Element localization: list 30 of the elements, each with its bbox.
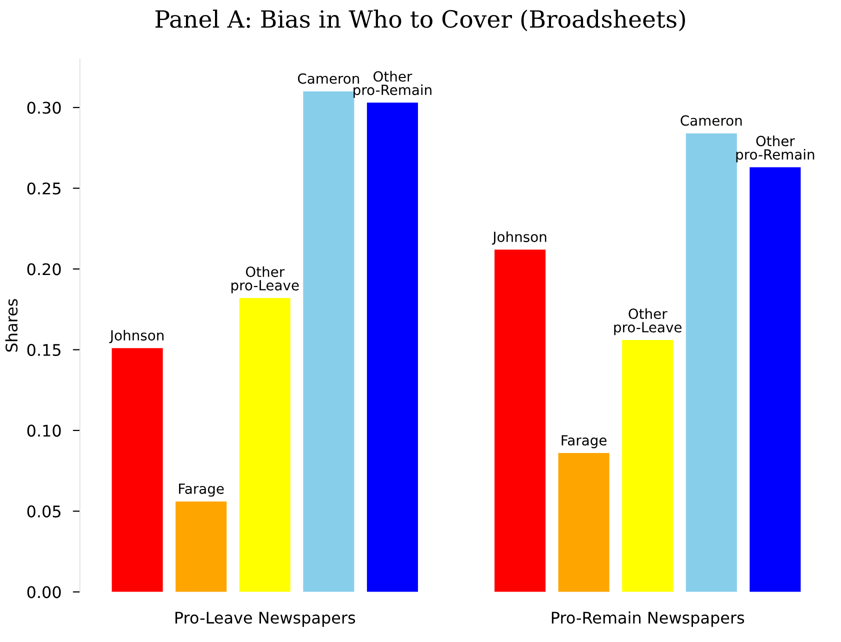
- chart-title: Panel A: Bias in Who to Cover (Broadsheets): [155, 10, 685, 32]
- y-axis-title: Shares: [5, 299, 18, 352]
- bar: [239, 298, 290, 592]
- bar: [366, 102, 418, 592]
- x-tick-label: Pro-Remain Newspapers: [552, 611, 744, 627]
- y-tick-label: 0.10: [27, 424, 61, 437]
- y-tick-label: 0.30: [27, 102, 61, 114]
- text: Farage: [179, 484, 224, 497]
- bar: [622, 340, 674, 592]
- bar: [558, 453, 610, 592]
- text: Other pro-Leave: [231, 266, 299, 294]
- x-tick-label: Pro-Leave Newspapers: [175, 612, 356, 627]
- bar: [303, 91, 354, 592]
- text: Johnson: [109, 330, 164, 344]
- bar: [750, 167, 801, 592]
- bar: [176, 502, 227, 592]
- series-label: Cameron: [680, 115, 742, 126]
- bar: [686, 133, 737, 592]
- series-label: Farage: [562, 435, 606, 448]
- y-tick-label: 0.20: [27, 263, 61, 276]
- series-label: Other pro-Leave: [614, 308, 682, 336]
- series-label: Johnson: [492, 231, 546, 245]
- series-label: Other pro-Remain: [736, 136, 814, 162]
- y-tick-label: 0.05: [27, 505, 60, 518]
- text: Cameron: [298, 73, 359, 84]
- bar: [112, 348, 163, 592]
- y-tick-label: 0.25: [27, 182, 60, 195]
- bar: [494, 250, 546, 592]
- y-tick-label: 0.00: [27, 586, 61, 598]
- y-tick-label: 0.15: [27, 344, 60, 356]
